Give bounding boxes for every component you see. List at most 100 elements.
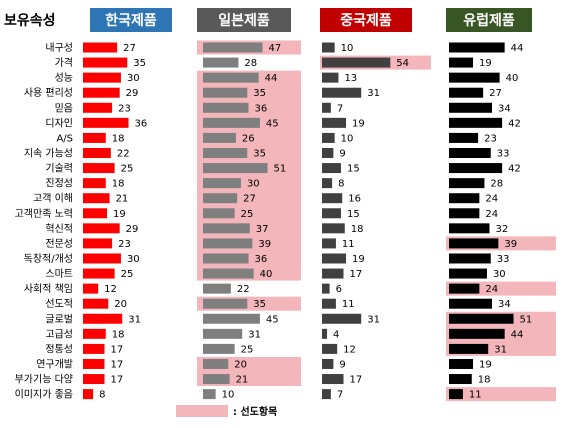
bar-value-label: 51 [274, 164, 287, 175]
bar-value-label: 11 [342, 239, 355, 250]
bar-value-label: 40 [260, 269, 273, 280]
category-label: 진정성 [45, 178, 73, 190]
bar [449, 208, 480, 219]
bar [83, 328, 106, 339]
bar [449, 117, 503, 128]
category-label: 스마트 [45, 268, 73, 280]
bar [322, 57, 391, 68]
bar-value-label: 12 [104, 284, 117, 295]
bar-value-label: 8 [99, 390, 105, 401]
bar-value-label: 42 [508, 164, 521, 175]
bar-value-label: 10 [341, 133, 354, 144]
bar-value-label: 13 [344, 73, 357, 84]
bar [322, 328, 328, 339]
series-header-box [90, 8, 172, 32]
category-label: 고객 이해 [33, 192, 73, 205]
bar-value-label: 15 [347, 209, 360, 220]
bar [83, 102, 113, 113]
bar [449, 343, 489, 354]
bar [83, 163, 115, 174]
category-label: 고급성 [45, 328, 73, 340]
bar [449, 313, 514, 324]
bar-value-label: 20 [114, 299, 127, 310]
bar-value-label: 54 [396, 58, 409, 69]
legend-label: : 선도항목 [233, 405, 277, 418]
bar [83, 253, 121, 264]
bar-value-label: 17 [111, 375, 124, 386]
bar [83, 358, 105, 369]
bar-value-label: 20 [234, 359, 247, 370]
bar-value-label: 39 [504, 239, 517, 250]
category-label: 성능 [55, 72, 73, 84]
bar [322, 374, 344, 385]
bar-value-label: 19 [479, 359, 492, 370]
category-label: 이미지가 좋음 [15, 389, 73, 401]
bar [83, 389, 94, 400]
series-header-box [446, 8, 532, 32]
bar-value-label: 22 [117, 148, 130, 159]
bar-value-label: 31 [367, 314, 380, 325]
bar [83, 42, 118, 53]
bar-value-label: 8 [338, 179, 344, 190]
bar [322, 238, 336, 249]
bar-value-label: 31 [494, 344, 507, 355]
bar-value-label: 28 [490, 179, 503, 190]
bar [449, 102, 493, 113]
bar-value-label: 31 [367, 88, 380, 99]
bar-value-label: 35 [253, 299, 266, 310]
bar-value-label: 44 [511, 43, 524, 54]
bar-value-label: 10 [222, 390, 235, 401]
bar-value-label: 36 [255, 254, 268, 265]
bar [203, 132, 236, 143]
bar-value-label: 21 [236, 375, 249, 386]
bar [83, 72, 121, 83]
category-label: 정통성 [45, 343, 73, 355]
bar [203, 313, 260, 324]
bar [203, 374, 230, 385]
category-label: 선도적 [45, 298, 73, 310]
bar [322, 87, 362, 98]
bar-value-label: 45 [266, 314, 279, 325]
bar-value-label: 7 [337, 103, 343, 114]
bar-value-label: 25 [241, 344, 254, 355]
bar [83, 208, 108, 219]
bar [322, 223, 345, 234]
bar-value-label: 18 [112, 133, 125, 144]
bar [203, 328, 243, 339]
bar-value-label: 18 [478, 375, 491, 386]
bar [449, 238, 499, 249]
bar-value-label: 22 [237, 284, 250, 295]
bar-value-label: 42 [508, 118, 521, 129]
bar-value-label: 24 [485, 194, 498, 205]
bar [203, 178, 241, 189]
bar [203, 147, 248, 158]
bar [322, 208, 341, 219]
bar-value-label: 37 [256, 224, 269, 235]
bar-value-label: 12 [343, 344, 356, 355]
bar [449, 283, 480, 294]
bar [83, 57, 128, 68]
bar-value-label: 44 [511, 329, 524, 340]
bar [322, 193, 343, 204]
bar [449, 298, 493, 309]
bar-value-label: 35 [253, 148, 266, 159]
bar [449, 389, 463, 400]
bar-value-label: 17 [350, 375, 363, 386]
category-label: 가격 [55, 56, 73, 69]
bar-value-label: 31 [248, 329, 261, 340]
bar-value-label: 35 [253, 88, 266, 99]
bar [322, 358, 334, 369]
bar [322, 343, 338, 354]
bar-value-label: 9 [339, 359, 345, 370]
bar [322, 163, 341, 174]
bar-value-label: 21 [116, 194, 129, 205]
bar [83, 268, 115, 279]
bar-value-label: 6 [336, 284, 342, 295]
bar-value-label: 10 [341, 43, 354, 54]
bar [449, 358, 474, 369]
bar [449, 132, 479, 143]
bar [449, 178, 485, 189]
category-label: 사용 편리성 [24, 87, 73, 99]
bar [83, 193, 110, 204]
